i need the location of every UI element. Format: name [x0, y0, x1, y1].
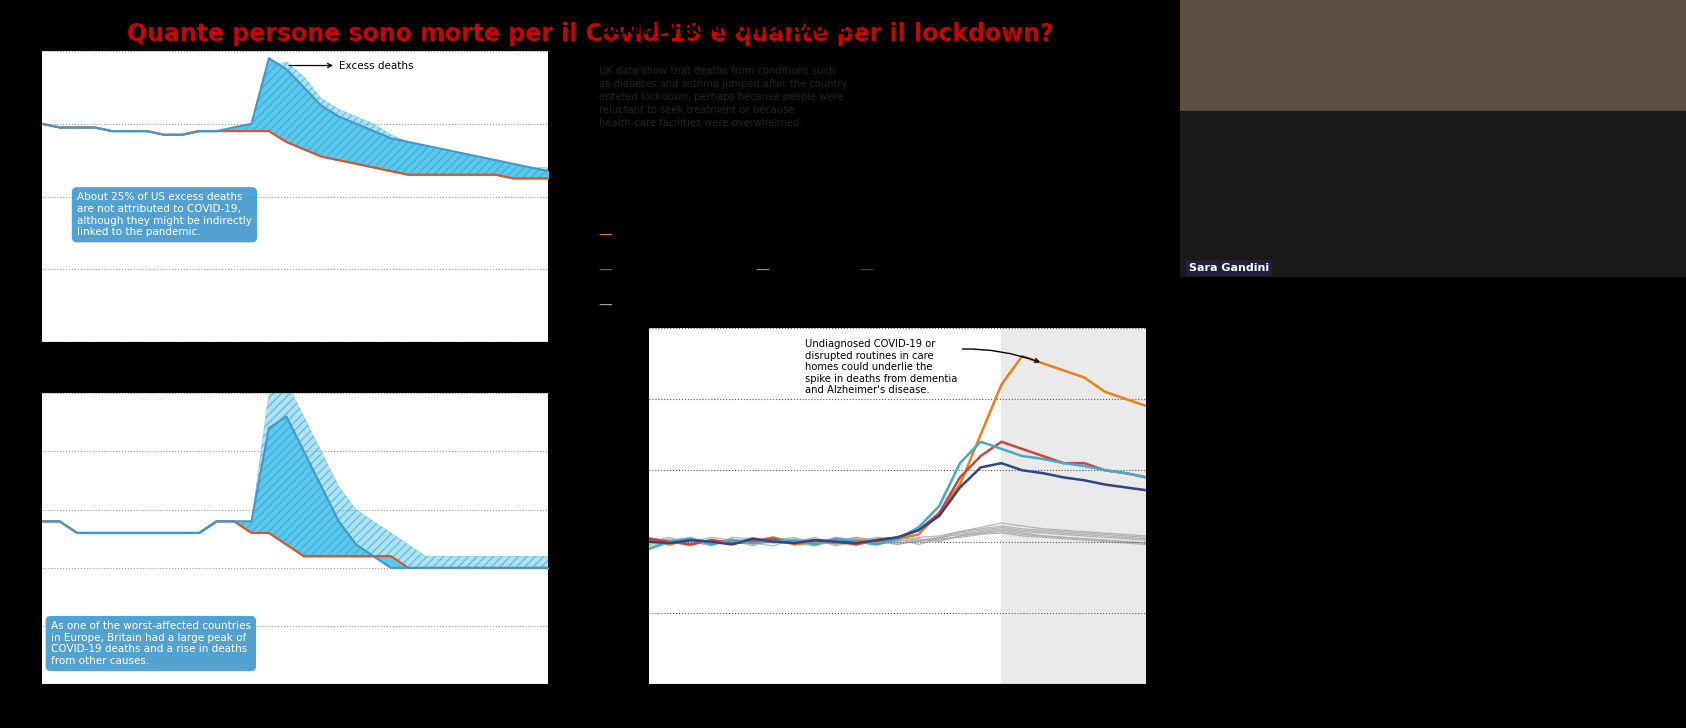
Text: Diabetes: Diabetes	[889, 264, 932, 274]
X-axis label: 2020 week number: 2020 week number	[241, 368, 349, 377]
Text: Undiagnosed COVID-19 or
disrupted routines in care
homes could underlie the
spik: Undiagnosed COVID-19 or disrupted routin…	[804, 339, 1039, 395]
Title: United Kingdom: United Kingdom	[233, 373, 357, 388]
Text: As one of the worst-affected countries
in Europe, Britain had a large peak of
CO: As one of the worst-affected countries i…	[51, 621, 251, 666]
Y-axis label: Non-COVID-19 deaths
(percentage of five-year average): Non-COVID-19 deaths (percentage of five-…	[592, 418, 612, 594]
Text: UK data show that deaths from conditions such
as diabetes and asthma jumped afte: UK data show that deaths from conditions…	[599, 66, 846, 128]
Text: —: —	[599, 299, 612, 313]
Text: Quante persone sono morte per il Covid-19 e quante per il lockdown?: Quante persone sono morte per il Covid-1…	[126, 22, 1054, 46]
Text: —: —	[860, 264, 873, 278]
Title: United States: United States	[241, 31, 349, 46]
Text: —: —	[599, 264, 612, 278]
Y-axis label: Deaths (thousands): Deaths (thousands)	[3, 484, 13, 593]
Text: Excess deaths: Excess deaths	[288, 60, 413, 71]
Text: Asthma: Asthma	[784, 264, 823, 274]
Text: Dementia and Alzheimer's disease: Dementia and Alzheimer's disease	[627, 229, 801, 240]
Bar	[1180, 111, 1686, 277]
X-axis label: 2020 week number: 2020 week number	[241, 710, 349, 719]
Text: —: —	[755, 264, 769, 278]
Text: DEATHS FROM OTHER CAUSES: DEATHS FROM OTHER CAUSES	[599, 22, 858, 37]
Text: Other non-COVID causes of death: Other non-COVID causes of death	[627, 299, 796, 309]
Text: —: —	[599, 229, 612, 243]
Text: Sara Gandini: Sara Gandini	[1189, 263, 1270, 273]
Bar	[1001, 328, 1146, 684]
Bar	[1180, 0, 1686, 111]
Y-axis label: Deaths (thousands): Deaths (thousands)	[3, 142, 13, 251]
Text: Hypertension: Hypertension	[627, 264, 695, 274]
Text: About 25% of US excess deaths
are not attributed to COVID-19,
although they migh: About 25% of US excess deaths are not at…	[78, 192, 251, 237]
